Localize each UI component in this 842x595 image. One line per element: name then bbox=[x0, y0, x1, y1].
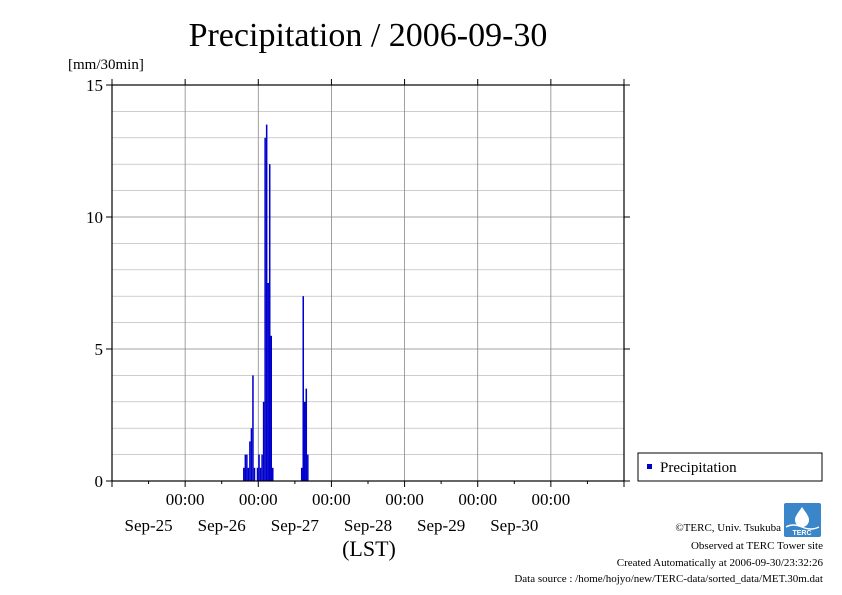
x-tick-date-label: Sep-25 bbox=[124, 516, 172, 535]
y-tick-label: 15 bbox=[86, 76, 103, 95]
y-tick-label: 0 bbox=[95, 472, 104, 491]
bar-precipitation bbox=[268, 164, 271, 481]
legend-label-precipitation: Precipitation bbox=[660, 460, 737, 476]
terc-logo: TERC bbox=[784, 503, 821, 537]
x-axis-ticks: 00:00 Sep-25 00:00 Sep-26 00:00 Sep-27 00:00 Se… bbox=[111, 79, 625, 535]
bar-precipitation bbox=[252, 375, 254, 481]
x-tick-date-label: Sep-29 bbox=[417, 516, 465, 535]
bars-precipitation bbox=[243, 124, 309, 482]
bar-precipitation bbox=[302, 296, 304, 481]
bar-precipitation bbox=[304, 401, 306, 481]
bar-precipitation bbox=[247, 467, 250, 481]
bar-precipitation bbox=[307, 454, 309, 481]
terc-logo-text: TERC bbox=[792, 530, 811, 537]
bar-precipitation bbox=[300, 467, 303, 481]
footer-created: Created Automatically at 2006-09-30/23:3… bbox=[617, 557, 824, 569]
bar-precipitation bbox=[270, 335, 272, 481]
x-tick-time-label: 00:00 bbox=[312, 490, 351, 509]
legend-box bbox=[637, 452, 823, 482]
y-tick-label: 10 bbox=[86, 208, 103, 227]
x-tick-time-label: 00:00 bbox=[166, 490, 205, 509]
plot-frame bbox=[111, 84, 625, 482]
x-tick-date-label: Sep-28 bbox=[344, 516, 392, 535]
x-tick-time-label: 00:00 bbox=[458, 490, 497, 509]
bar-precipitation bbox=[265, 124, 268, 481]
x-tick-date-label: Sep-26 bbox=[198, 516, 246, 535]
x-tick-date-label: Sep-27 bbox=[271, 516, 320, 535]
footer-copyright: ©TERC, Univ. Tsukuba bbox=[675, 522, 781, 534]
bar-precipitation bbox=[264, 137, 266, 482]
bar-precipitation bbox=[272, 467, 274, 481]
x-tick-date-label: Sep-30 bbox=[490, 516, 538, 535]
bar-precipitation bbox=[258, 454, 260, 481]
bar-precipitation bbox=[261, 454, 263, 481]
bar-precipitation bbox=[249, 441, 251, 481]
bar-precipitation bbox=[262, 401, 265, 481]
y-tick-label: 5 bbox=[95, 340, 104, 359]
x-tick-time-label: 00:00 bbox=[239, 490, 278, 509]
x-tick-time-label: 00:00 bbox=[385, 490, 424, 509]
legend-swatch bbox=[647, 464, 652, 469]
x-axis-label: (LST) bbox=[342, 536, 396, 561]
bar-precipitation bbox=[246, 454, 248, 481]
bar-precipitation bbox=[250, 428, 253, 481]
grid-lines bbox=[112, 85, 624, 481]
x-tick-time-label: 00:00 bbox=[531, 490, 570, 509]
bar-precipitation bbox=[244, 454, 247, 481]
y-axis-ticks: 0 5 10 15 bbox=[86, 76, 630, 491]
bar-precipitation bbox=[256, 467, 259, 481]
footer-site: Observed at TERC Tower site bbox=[691, 540, 823, 552]
bar-precipitation bbox=[259, 467, 262, 481]
chart-title: Precipitation / 2006-09-30 bbox=[189, 17, 548, 54]
footer-data-source: Data source : /home/hojyo/new/TERC-data/… bbox=[514, 573, 823, 585]
bar-precipitation bbox=[253, 467, 256, 481]
y-axis-label: [mm/30min] bbox=[68, 57, 144, 73]
bar-precipitation bbox=[305, 388, 308, 481]
bar-precipitation bbox=[267, 283, 269, 481]
legend: Precipitation bbox=[637, 452, 823, 482]
bar-precipitation bbox=[243, 467, 245, 481]
